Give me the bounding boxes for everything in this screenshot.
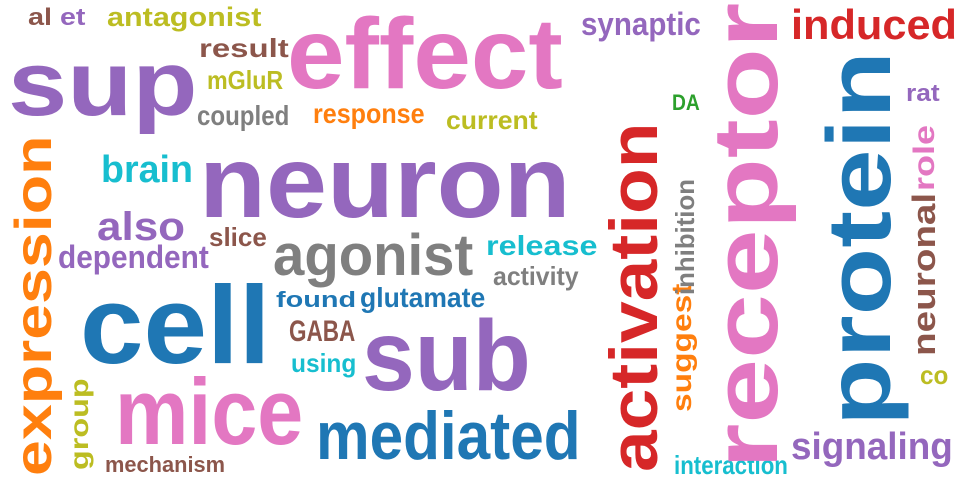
word-glutamate: glutamate — [360, 282, 486, 313]
word-response: response — [313, 98, 425, 129]
word-receptor: receptor — [695, 2, 797, 469]
word-mglur: mGluR — [207, 65, 284, 95]
word-group: group — [64, 378, 94, 470]
word-interaction: interaction — [674, 450, 788, 480]
word-signaling: signaling — [791, 426, 953, 468]
word-synaptic: synaptic — [581, 6, 701, 42]
word-mice: mice — [115, 359, 304, 464]
word-induced: induced — [791, 1, 958, 48]
word-expression: expression — [5, 135, 63, 476]
word-slice: slice — [209, 222, 267, 252]
word-found: found — [276, 287, 357, 312]
word-using: using — [291, 348, 357, 378]
word-dependent: dependent — [58, 239, 209, 275]
word-cell: cell — [80, 264, 271, 387]
word-also: also — [97, 205, 186, 249]
word-gaba: GABA — [289, 315, 356, 348]
word-et: et — [60, 4, 86, 31]
word-activation: activation — [596, 122, 672, 472]
word-activity: activity — [493, 261, 579, 291]
word-sub: sub — [362, 300, 531, 412]
word-neuronal: neuronal — [906, 192, 942, 356]
word-role: role — [908, 124, 941, 191]
word-protein: protein — [810, 51, 910, 426]
word-sup: sup — [8, 33, 198, 135]
word-suggest: suggest — [666, 283, 697, 412]
word-effect: effect — [287, 0, 563, 110]
word-rat: rat — [906, 80, 940, 107]
word-result: result — [199, 33, 289, 63]
word-brain: brain — [101, 149, 193, 191]
word-mechanism: mechanism — [105, 452, 226, 477]
word-da: DA — [672, 90, 700, 115]
word-al: al — [28, 4, 53, 31]
word-neuron: neuron — [199, 125, 571, 239]
word-co: co — [920, 360, 949, 390]
word-release: release — [486, 230, 598, 261]
word-current: current — [446, 105, 538, 135]
word-agonist: agonist — [273, 223, 474, 288]
word-antagonist: antagonist — [107, 2, 262, 32]
word-coupled: coupled — [197, 100, 290, 131]
word-mediated: mediated — [316, 398, 581, 474]
